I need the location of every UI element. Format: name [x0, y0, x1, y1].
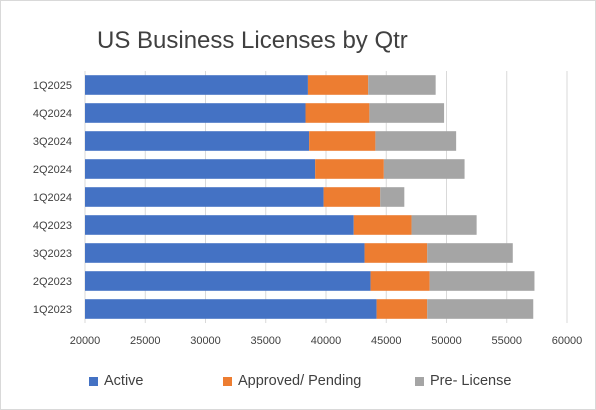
bar-segment — [309, 131, 376, 151]
chart-legend: Active Approved/ Pending Pre- License — [1, 373, 595, 395]
bar-segment — [383, 159, 465, 179]
x-tick-label: 30000 — [190, 335, 221, 347]
legend-item: Approved/ Pending — [223, 373, 361, 389]
legend-label: Pre- License — [430, 373, 512, 389]
legend-label: Active — [104, 373, 144, 389]
x-tick-label: 35000 — [250, 335, 281, 347]
x-tick-label: 45000 — [371, 335, 402, 347]
bar-segment — [323, 187, 381, 207]
bar-segment — [85, 271, 371, 291]
bar-segment — [85, 159, 316, 179]
bar-segment — [427, 299, 534, 319]
legend-swatch — [223, 376, 232, 386]
legend-swatch — [89, 376, 98, 386]
bar-segment — [85, 299, 377, 319]
x-tick-label: 55000 — [491, 335, 522, 347]
x-tick-label: 60000 — [552, 335, 583, 347]
bar-segment — [380, 187, 405, 207]
legend-swatch — [415, 376, 424, 386]
bar-chart: 20000 25000 30000 35000 40000 45000 50000 55000… — [33, 71, 583, 347]
chart-title: US Business Licenses by Qtr — [97, 27, 408, 54]
bar-segment — [353, 215, 412, 235]
bar-segment — [85, 187, 324, 207]
legend-item: Active — [89, 373, 144, 389]
bar-segment — [370, 271, 430, 291]
bar-segment — [411, 215, 477, 235]
legend-item: Pre- License — [415, 373, 511, 389]
bar-segment — [364, 243, 428, 263]
y-tick-label: 2Q2023 — [33, 276, 72, 288]
y-tick-label: 1Q2023 — [33, 304, 72, 316]
y-tick-label: 1Q2025 — [33, 80, 72, 92]
x-tick-label: 40000 — [311, 335, 342, 347]
bar-segment — [85, 75, 308, 95]
bar-segment — [315, 159, 384, 179]
bar-segment — [429, 271, 535, 291]
bar-segment — [85, 243, 365, 263]
bar-segment — [85, 215, 354, 235]
x-tick-label: 20000 — [70, 335, 101, 347]
legend-label: Approved/ Pending — [238, 373, 362, 389]
bar-segment — [305, 103, 370, 123]
bar-segment — [376, 299, 428, 319]
y-tick-label: 4Q2023 — [33, 220, 72, 232]
x-tick-label: 25000 — [130, 335, 161, 347]
bar-segment — [85, 103, 306, 123]
y-tick-label: 2Q2024 — [33, 164, 72, 176]
bar-segment — [307, 75, 369, 95]
bar-segment — [85, 131, 310, 151]
bar-segment — [369, 103, 445, 123]
bar-segment — [427, 243, 513, 263]
y-tick-label: 3Q2024 — [33, 136, 72, 148]
y-tick-label: 1Q2024 — [33, 192, 72, 204]
x-tick-label: 50000 — [431, 335, 462, 347]
y-tick-label: 3Q2023 — [33, 248, 72, 260]
bar-segment — [368, 75, 436, 95]
bar-segment — [375, 131, 457, 151]
y-tick-label: 4Q2024 — [33, 108, 72, 120]
